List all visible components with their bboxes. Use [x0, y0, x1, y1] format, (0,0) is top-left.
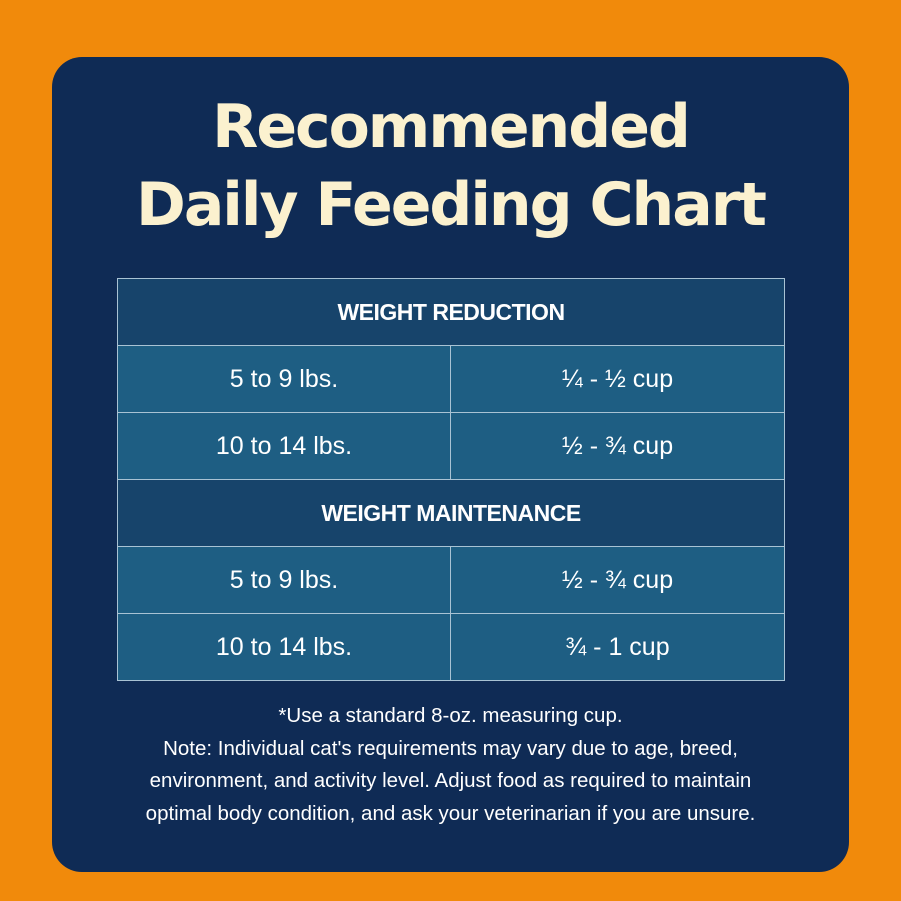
disclaimer-note: Note: Individual cat's requirements may … — [145, 736, 756, 825]
amount-cell: ½ - ¾ cup — [449, 412, 786, 480]
weight-cell: 10 to 14 lbs. — [117, 613, 451, 681]
amount-cell: ½ - ¾ cup — [449, 546, 786, 614]
section-heading-weight-maintenance: WEIGHT MAINTENANCE — [116, 479, 786, 547]
weight-cell: 10 to 14 lbs. — [117, 412, 451, 480]
weight-cell: 5 to 9 lbs. — [117, 345, 451, 413]
footnotes: *Use a standard 8-oz. measuring cup. Not… — [120, 700, 781, 830]
amount-cell: ¾ - 1 cup — [449, 613, 786, 681]
section-heading-weight-reduction: WEIGHT REDUCTION — [116, 278, 786, 346]
table-row: 10 to 14 lbs. ½ - ¾ cup — [117, 412, 786, 480]
section-header-row: WEIGHT REDUCTION — [116, 278, 786, 346]
amount-cell: ¼ - ½ cup — [449, 345, 786, 413]
section-header-row: WEIGHT MAINTENANCE — [116, 479, 786, 547]
page-title: Recommended Daily Feeding Chart — [0, 88, 901, 244]
table-row: 5 to 9 lbs. ½ - ¾ cup — [117, 546, 786, 614]
measuring-cup-note: *Use a standard 8-oz. measuring cup. — [278, 704, 623, 727]
weight-cell: 5 to 9 lbs. — [117, 546, 451, 614]
title-line-2: Daily Feeding Chart — [136, 170, 767, 240]
table-row: 10 to 14 lbs. ¾ - 1 cup — [117, 613, 786, 681]
table-row: 5 to 9 lbs. ¼ - ½ cup — [117, 345, 786, 413]
feeding-table: WEIGHT REDUCTION 5 to 9 lbs. ¼ - ½ cup 1… — [116, 278, 786, 681]
title-line-1: Recommended — [212, 92, 691, 162]
